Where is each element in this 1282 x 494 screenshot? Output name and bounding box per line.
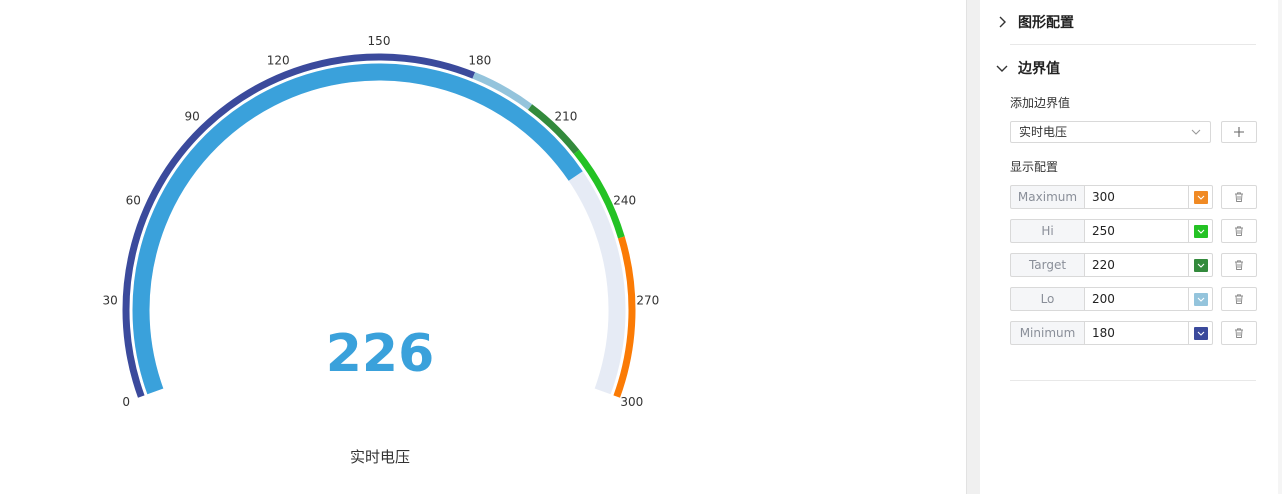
row-label: Target (1010, 253, 1085, 277)
boundary-select[interactable]: 实时电压 (1010, 121, 1211, 143)
section-boundary[interactable]: 边界值 (994, 56, 1060, 80)
chevron-down-icon (1197, 263, 1205, 268)
gauge-tick-label: 90 (184, 110, 199, 124)
trash-icon (1235, 294, 1243, 304)
section-boundary-title: 边界值 (1018, 61, 1060, 77)
chevron-down-icon (1197, 229, 1205, 234)
panel-divider[interactable] (966, 0, 980, 494)
gauge-chart-area: 0 30 60 90 120 150 180 210 240 270 300 226 实时电压 (102, 34, 660, 466)
chevron-down-icon (996, 65, 1008, 72)
gauge-tick-label: 210 (554, 110, 577, 124)
gauge-tick-label: 300 (620, 395, 643, 409)
trash-icon (1235, 328, 1243, 338)
gauge-band-1 (472, 72, 533, 110)
chevron-down-icon (1191, 129, 1201, 135)
add-boundary-label: 添加边界值 (1010, 96, 1071, 110)
delete-button[interactable] (1221, 253, 1257, 277)
color-picker[interactable] (1188, 219, 1213, 243)
row-label: Minimum (1010, 321, 1085, 345)
chevron-down-icon (1197, 297, 1205, 302)
row-label: Maximum (1010, 185, 1085, 209)
gauge-value: 226 (325, 324, 435, 384)
gauge-band-2 (527, 104, 580, 155)
section-shape-config[interactable]: 图形配置 (994, 10, 1074, 34)
gauge-tick-label: 0 (122, 395, 130, 409)
color-swatch (1194, 293, 1208, 306)
row-value-input[interactable]: 220 (1084, 253, 1189, 277)
trash-icon (1235, 192, 1243, 202)
gauge-tick-label: 60 (126, 194, 141, 208)
row-value-input[interactable]: 200 (1084, 287, 1189, 311)
color-swatch (1194, 327, 1208, 340)
chevron-down-icon (1197, 331, 1205, 336)
section-divider (1010, 44, 1256, 45)
trash-icon (1235, 226, 1243, 236)
color-picker[interactable] (1188, 253, 1213, 277)
gauge-band-3 (573, 149, 625, 239)
gauge-svg: 0 30 60 90 120 150 180 210 240 270 300 (103, 34, 660, 409)
gauge-band-0 (122, 53, 476, 398)
row-value-input[interactable]: 300 (1084, 185, 1189, 209)
gauge-tick-label: 270 (636, 294, 659, 308)
section-shape-title: 图形配置 (1018, 15, 1074, 31)
color-swatch (1194, 191, 1208, 204)
delete-button[interactable] (1221, 287, 1257, 311)
delete-button[interactable] (1221, 185, 1257, 209)
color-picker[interactable] (1188, 185, 1213, 209)
row-value-input[interactable]: 250 (1084, 219, 1189, 243)
gauge-tick-label: 150 (368, 34, 391, 48)
color-swatch (1194, 259, 1208, 272)
color-picker[interactable] (1188, 287, 1213, 311)
gauge-tick-label: 240 (613, 194, 636, 208)
gauge-band-4 (613, 236, 636, 398)
chevron-down-icon (1197, 195, 1205, 200)
color-swatch (1194, 225, 1208, 238)
row-label: Lo (1010, 287, 1085, 311)
gauge-label: 实时电压 (349, 448, 410, 466)
panel-scrollbar[interactable] (1278, 0, 1282, 494)
chevron-right-icon (999, 16, 1006, 28)
row-label: Hi (1010, 219, 1085, 243)
gauge-tick-label: 120 (267, 54, 290, 68)
add-boundary-button[interactable] (1221, 121, 1257, 143)
section-divider (1010, 380, 1256, 381)
config-panel: 图形配置 边界值 添加边界值 实时电压 显示配置 Maximum 300 Hi … (980, 0, 1278, 494)
delete-button[interactable] (1221, 321, 1257, 345)
plus-icon (1234, 127, 1244, 137)
gauge-tick-label: 30 (103, 294, 118, 308)
gauge-progress (132, 63, 583, 395)
boundary-select-value: 实时电压 (1019, 125, 1068, 139)
display-config-label: 显示配置 (1010, 160, 1059, 174)
gauge-tick-label: 180 (468, 54, 491, 68)
delete-button[interactable] (1221, 219, 1257, 243)
color-picker[interactable] (1188, 321, 1213, 345)
row-value-input[interactable]: 180 (1084, 321, 1189, 345)
trash-icon (1235, 260, 1243, 270)
